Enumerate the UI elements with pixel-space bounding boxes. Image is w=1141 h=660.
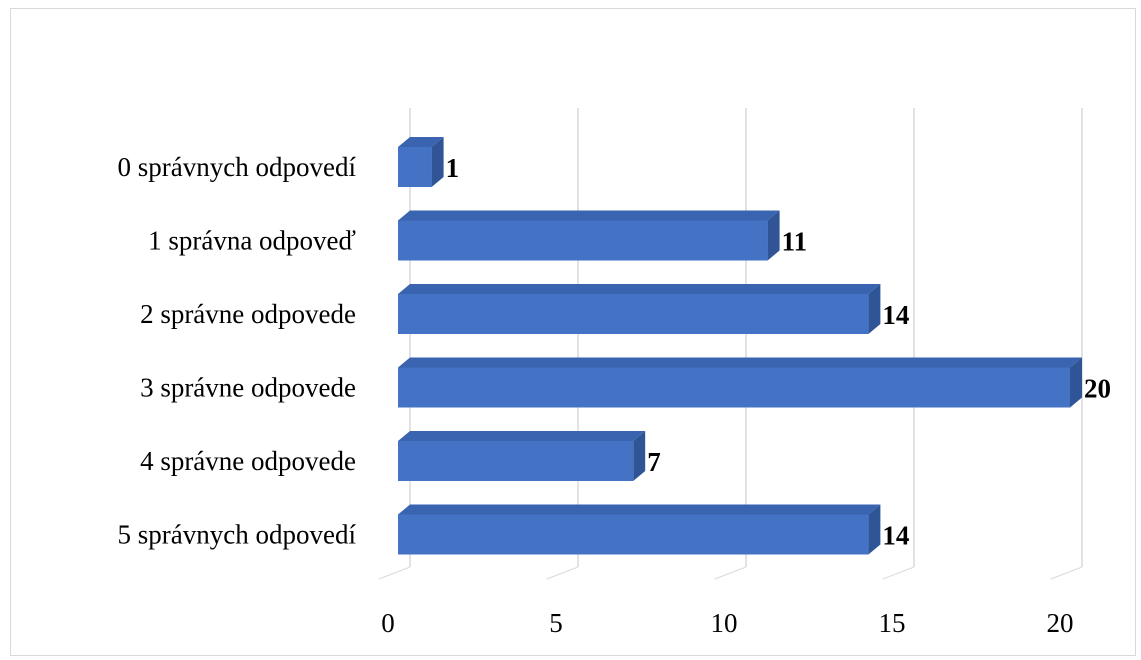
data-label: 20 — [1084, 374, 1111, 404]
bar-side-face — [431, 137, 444, 187]
x-tick-label: 5 — [549, 608, 563, 638]
category-label: 0 správnych odpovedí — [118, 152, 357, 182]
bar-top-face — [398, 210, 780, 221]
data-label: 14 — [882, 521, 909, 551]
bar-top-face — [398, 504, 881, 515]
floor-gridline — [714, 566, 747, 580]
bar-top-face — [398, 431, 646, 441]
bar — [398, 367, 1070, 408]
data-label: 7 — [647, 447, 661, 477]
category-label: 3 správne odpovede — [140, 373, 356, 403]
data-label: 14 — [882, 300, 909, 330]
bar-top-face — [398, 137, 444, 147]
category-labels: 0 správnych odpovedí 1 správna odpoveď 2 s… — [118, 152, 357, 550]
bar — [398, 514, 869, 555]
bar-side-face — [868, 504, 881, 555]
data-label: 1 — [446, 153, 460, 183]
bar — [398, 220, 768, 261]
data-label: 11 — [782, 227, 808, 257]
x-tick-label: 15 — [879, 608, 906, 638]
bar-side-face — [1070, 357, 1082, 408]
category-label: 5 správnych odpovedí — [118, 520, 357, 550]
bar-top-face — [398, 357, 1082, 368]
x-tick-label: 20 — [1047, 608, 1074, 638]
bar-side-face — [868, 284, 881, 334]
bar-top-face — [398, 284, 881, 294]
bar-side-face — [633, 431, 646, 481]
category-label: 4 správne odpovede — [140, 446, 356, 476]
bar-side-face — [767, 210, 780, 261]
bar — [398, 294, 869, 334]
floor-gridline — [1050, 566, 1083, 580]
bar — [398, 147, 432, 187]
bars — [398, 137, 1082, 555]
category-label: 1 správna odpoveď — [148, 226, 356, 256]
category-label: 2 správne odpovede — [140, 299, 356, 329]
x-tick-labels: 0 5 10 15 20 — [381, 608, 1073, 638]
floor-gridline — [546, 566, 579, 580]
floor-gridline — [378, 566, 411, 580]
floor-gridline — [882, 566, 915, 580]
bar — [398, 441, 634, 481]
x-tick-label: 0 — [381, 608, 395, 638]
x-tick-label: 10 — [711, 608, 738, 638]
